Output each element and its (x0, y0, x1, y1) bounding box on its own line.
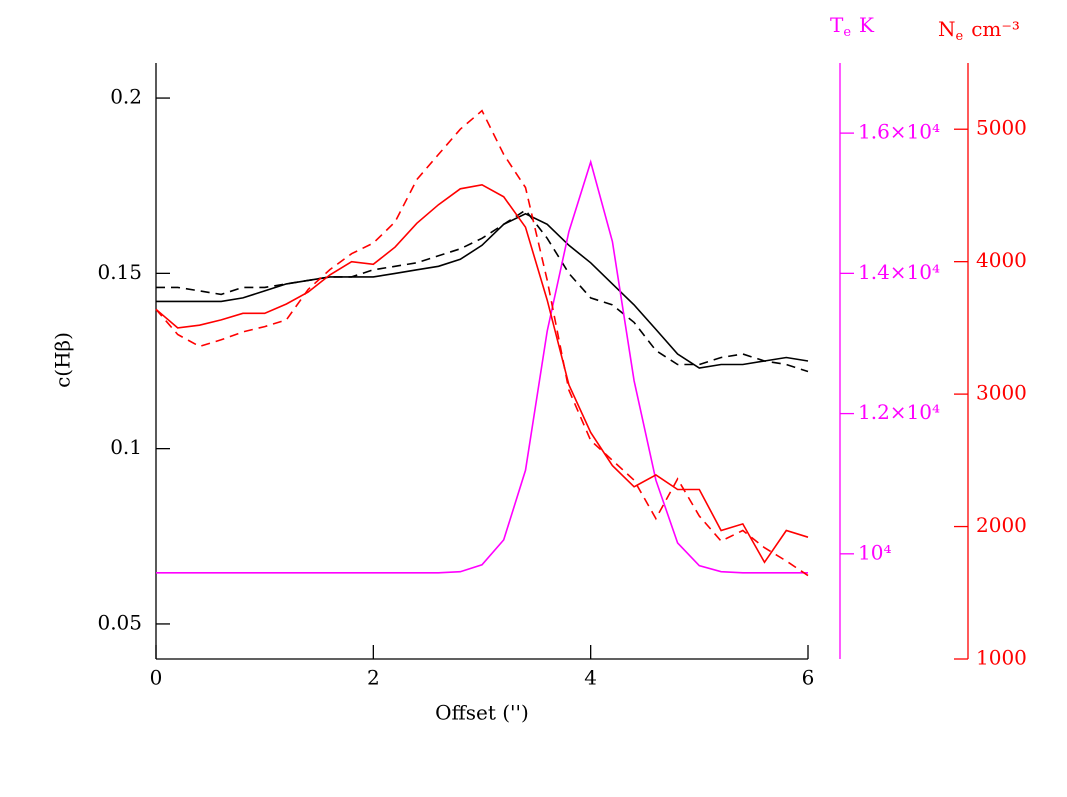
ne-subscript: e (956, 29, 964, 44)
te-tick-label: 10⁴ (858, 540, 891, 564)
ne-tick-label: 2000 (976, 513, 1027, 537)
y-tick-label: 0.1 (110, 435, 142, 459)
x-tick-label: 4 (584, 666, 597, 690)
x-tick-label: 0 (150, 666, 163, 690)
te-unit: K (859, 13, 875, 37)
series-line (155, 183, 809, 564)
ne-unit: cm⁻³ (971, 17, 1020, 41)
ne-tick-label: 1000 (976, 646, 1027, 670)
x-tick-label: 6 (802, 666, 815, 690)
ne-axis-label: Ne cm⁻³ (938, 17, 1020, 44)
te-tick-label: 1.2×10⁴ (858, 400, 940, 424)
ne-symbol: N (938, 17, 956, 41)
te-tick-label: 1.4×10⁴ (858, 260, 940, 284)
ne-tick-label: 4000 (976, 248, 1027, 272)
te-tick-label: 1.6×10⁴ (858, 120, 940, 144)
series-line (155, 109, 809, 577)
te-subscript: e (843, 25, 851, 40)
te-axis-label: Te K (830, 13, 875, 40)
series-line (156, 212, 809, 369)
x-tick-label: 2 (367, 666, 380, 690)
ne-tick-label: 5000 (976, 116, 1027, 140)
y-tick-label: 0.15 (97, 260, 142, 284)
y-tick-label: 0.05 (97, 610, 142, 634)
y-axis-label: c(Hβ) (51, 332, 75, 388)
series-line (156, 209, 809, 373)
x-axis-label: Offset ('') (435, 701, 529, 725)
series-line (156, 159, 808, 574)
ne-tick-label: 3000 (976, 381, 1027, 405)
y-tick-label: 0.2 (110, 85, 142, 109)
te-symbol: T (830, 13, 844, 37)
